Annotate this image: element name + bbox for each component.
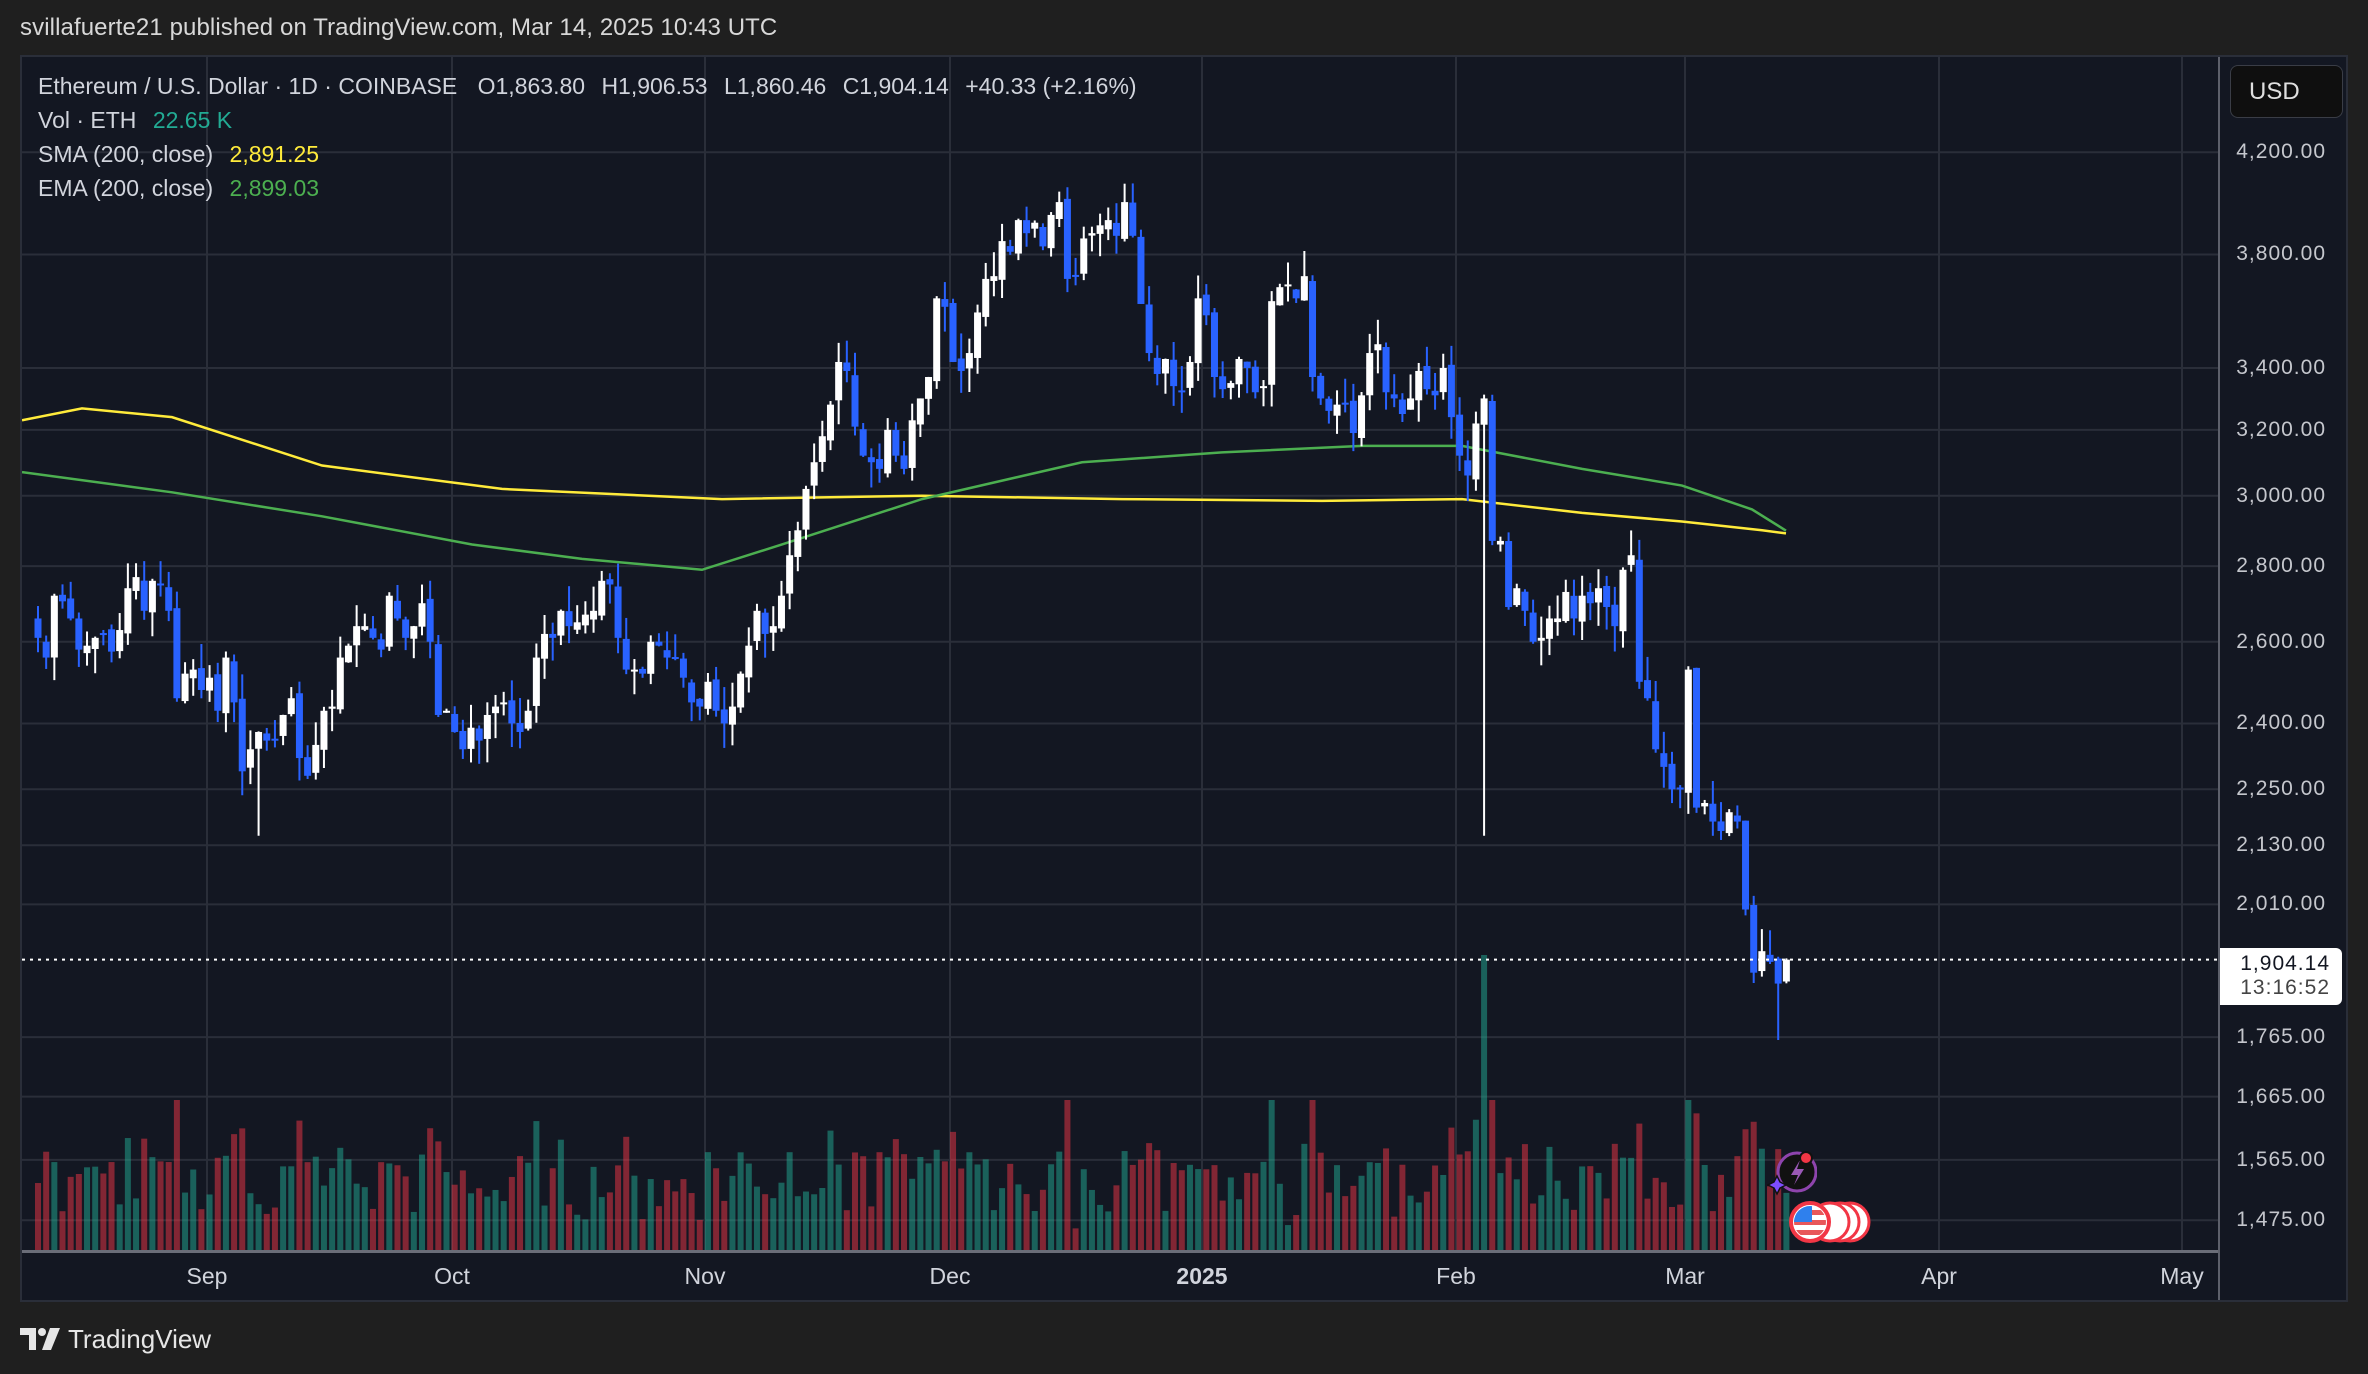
time-label: Oct	[434, 1263, 470, 1289]
time-label: Apr	[1921, 1263, 1957, 1289]
price-tick: 1,765.00	[2236, 1025, 2326, 1049]
price-tick: 3,200.00	[2236, 417, 2326, 441]
close-value: C1,904.14	[842, 73, 949, 99]
price-tick: 2,130.00	[2236, 833, 2326, 857]
high-value: H1,906.53	[601, 73, 708, 99]
price-tick: 3,000.00	[2236, 483, 2326, 507]
price-tick: 1,475.00	[2236, 1208, 2326, 1232]
price-tick: 3,400.00	[2236, 355, 2326, 379]
price-tick: 4,200.00	[2236, 140, 2326, 164]
tradingview-logo[interactable]: TradingView	[20, 1322, 211, 1356]
price-tick: 2,800.00	[2236, 554, 2326, 578]
time-label: Feb	[1436, 1263, 1476, 1289]
price-tick: 1,665.00	[2236, 1084, 2326, 1108]
time-label: 2025	[1176, 1263, 1228, 1289]
time-label: Dec	[929, 1263, 971, 1289]
price-tick: 2,010.00	[2236, 892, 2326, 916]
open-value: O1,863.80	[477, 73, 586, 99]
sma-label: SMA (200, close)	[38, 141, 214, 167]
bar-countdown: 13:16:52	[2240, 975, 2330, 999]
chart-legend: Ethereum / U.S. Dollar · 1D · COINBASE O…	[38, 69, 1137, 205]
price-tick: 2,400.00	[2236, 711, 2326, 735]
change-value: +40.33 (+2.16%)	[965, 73, 1137, 99]
publisher-line: svillafuerte21 published on TradingView.…	[20, 14, 778, 41]
time-label: Sep	[186, 1263, 228, 1289]
ai-event-icon[interactable]	[1767, 1148, 1817, 1198]
tradingview-logo-icon	[20, 1328, 60, 1350]
symbol-ohlc-row[interactable]: Ethereum / U.S. Dollar · 1D · COINBASE O…	[38, 69, 1137, 103]
chart-plot-area[interactable]: Ethereum / U.S. Dollar · 1D · COINBASE O…	[22, 57, 2218, 1250]
ema-legend-row[interactable]: EMA (200, close) 2,899.03	[38, 171, 1137, 205]
time-label: May	[2160, 1263, 2204, 1289]
ema-value: 2,899.03	[229, 175, 320, 201]
candlestick-chart[interactable]	[22, 57, 2218, 1250]
volume-legend-row[interactable]: Vol · ETH 22.65 K	[38, 103, 1137, 137]
last-price-label: 1,904.14 13:16:52	[2220, 947, 2342, 1005]
lightning-sparkle-icon	[1767, 1151, 1817, 1196]
volume-value: 22.65 K	[152, 107, 233, 133]
price-axis[interactable]: USD 4,200.00 3,800.00 3,400.00 3,200.00 3,00…	[2218, 57, 2348, 1300]
price-tick: 2,600.00	[2236, 629, 2326, 653]
time-axis[interactable]: Sep Oct Nov Dec 2025 Feb Mar Apr May	[22, 1250, 2218, 1300]
low-value: L1,860.46	[723, 73, 827, 99]
symbol-name: Ethereum / U.S. Dollar · 1D · COINBASE	[38, 73, 458, 99]
time-label: Nov	[684, 1263, 726, 1289]
currency-button[interactable]: USD	[2230, 65, 2343, 118]
us-flag-icon	[1789, 1201, 1871, 1243]
sma-value: 2,891.25	[229, 141, 320, 167]
price-tick: 2,250.00	[2236, 777, 2326, 801]
brand-name: TradingView	[68, 1323, 212, 1354]
sma-legend-row[interactable]: SMA (200, close) 2,891.25	[38, 137, 1137, 171]
price-tick: 3,800.00	[2236, 242, 2326, 266]
volume-label: Vol · ETH	[38, 107, 137, 133]
ema-label: EMA (200, close)	[38, 175, 214, 201]
economic-events-icons[interactable]	[1788, 1200, 1878, 1245]
chart-frame: Ethereum / U.S. Dollar · 1D · COINBASE O…	[20, 55, 2348, 1302]
price-tick: 1,565.00	[2236, 1147, 2326, 1171]
last-price-value: 1,904.14	[2240, 951, 2330, 975]
time-label: Mar	[1665, 1263, 1705, 1289]
